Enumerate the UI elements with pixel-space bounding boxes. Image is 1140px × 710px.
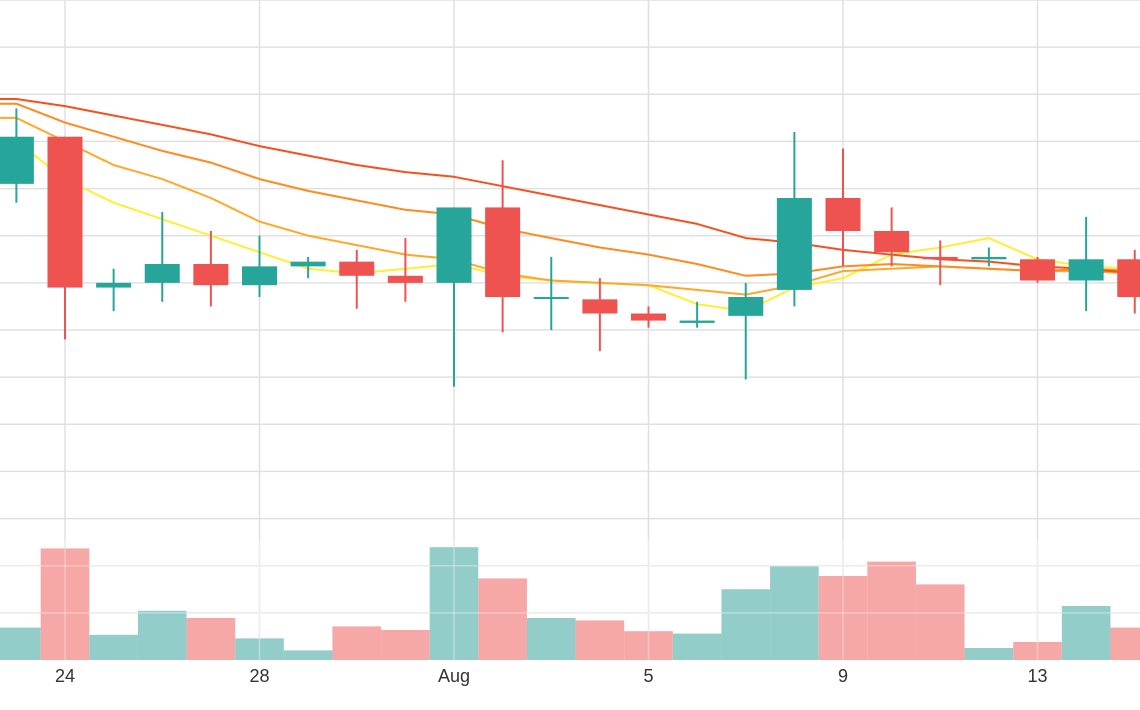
x-tick-label: 13: [1027, 666, 1047, 686]
candle: [0, 108, 34, 203]
volume-bar: [381, 630, 430, 660]
candle-body: [485, 207, 521, 297]
volume-bar: [672, 633, 722, 660]
volume-bar: [1110, 627, 1140, 660]
candle-body: [144, 264, 180, 283]
candlesticks: [0, 108, 1140, 387]
candle: [1019, 256, 1056, 283]
volume-bar: [186, 618, 236, 660]
candle: [1068, 216, 1104, 312]
candle: [825, 148, 861, 267]
x-tick-label: Aug: [438, 666, 470, 686]
candle: [387, 238, 423, 302]
x-tick-label: 28: [249, 666, 269, 686]
candle: [485, 160, 521, 333]
candle: [776, 132, 812, 307]
candle: [144, 212, 180, 302]
candle: [728, 282, 764, 380]
volume-bar: [89, 634, 138, 660]
x-tick-label: 24: [55, 666, 75, 686]
candle: [971, 247, 1007, 267]
volume-bar: [575, 620, 625, 660]
candle-body: [874, 231, 910, 253]
candle: [436, 207, 472, 387]
candle-body: [582, 299, 618, 314]
volume-bar: [332, 626, 382, 660]
candle-body: [728, 297, 764, 316]
candle-body: [290, 261, 326, 267]
candle-body: [339, 261, 375, 276]
volume-bar: [0, 627, 41, 660]
candle-body: [47, 136, 83, 288]
candle-body: [1117, 259, 1140, 297]
candle-body: [436, 207, 472, 283]
volume-bar: [770, 566, 819, 660]
candle-body: [533, 297, 569, 299]
candle: [582, 278, 618, 352]
candle: [630, 306, 667, 328]
x-tick-label: 9: [838, 666, 848, 686]
candle-body: [679, 320, 715, 323]
candle: [96, 268, 132, 312]
candle-body: [241, 266, 278, 286]
volume-bar: [526, 618, 576, 660]
volume-bar: [867, 561, 916, 660]
candle-body: [387, 275, 423, 283]
x-tick-label: 5: [643, 666, 653, 686]
candle-body: [825, 198, 861, 231]
volume-bar: [818, 576, 868, 660]
candle-body: [193, 264, 229, 286]
volume-bar: [1013, 642, 1062, 660]
volume-bar: [478, 578, 527, 660]
candle: [193, 231, 229, 307]
volume-bar: [964, 648, 1014, 660]
candle: [290, 256, 326, 279]
candle: [874, 207, 910, 267]
candle-body: [922, 256, 958, 260]
candle-body: [1068, 259, 1104, 281]
volume-bar: [915, 584, 965, 660]
candle-body: [96, 282, 132, 288]
candle: [679, 301, 715, 328]
volume-bar: [429, 547, 479, 660]
candle: [922, 240, 958, 286]
candle: [47, 136, 83, 340]
volume-bar: [1061, 606, 1111, 660]
volume-bar: [283, 650, 333, 660]
candle-body: [1019, 259, 1056, 281]
volume-bar: [137, 610, 187, 660]
volume-bar: [721, 589, 771, 660]
candle-body: [630, 313, 667, 321]
x-axis-tick-labels: 24 28 Aug 5 9 13: [55, 666, 1048, 686]
candle-body: [0, 136, 34, 184]
volume-bar: [40, 548, 90, 660]
candle: [339, 249, 375, 309]
volume-bars: [0, 540, 1140, 660]
candle-body: [971, 256, 1007, 260]
volume-bar: [624, 631, 673, 660]
candle: [533, 256, 569, 330]
candle-body: [776, 198, 812, 290]
candle: [1117, 249, 1140, 314]
volume-bar: [235, 638, 284, 660]
candle: [241, 235, 278, 297]
